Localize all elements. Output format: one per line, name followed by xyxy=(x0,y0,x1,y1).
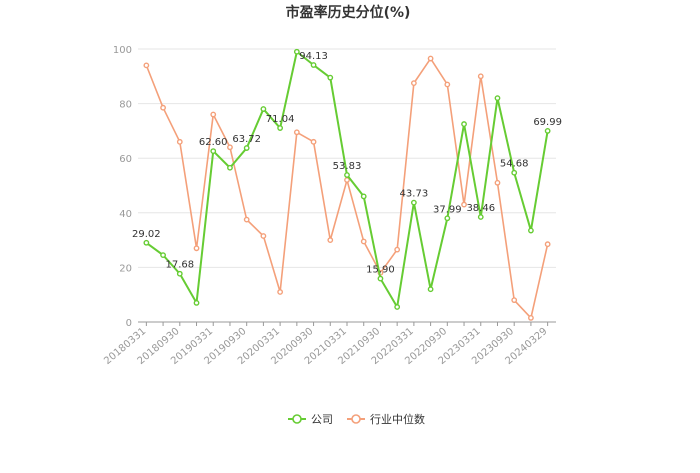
series-point[interactable] xyxy=(143,62,150,69)
y-tick-label: 40 xyxy=(119,209,132,220)
series-point[interactable] xyxy=(293,129,300,136)
data-label: 43.73 xyxy=(400,189,429,200)
series-point[interactable] xyxy=(277,289,284,295)
series-point[interactable] xyxy=(544,241,551,248)
series-point[interactable] xyxy=(410,80,417,87)
series-point[interactable] xyxy=(176,138,183,145)
series-point[interactable] xyxy=(494,95,501,102)
series-point[interactable] xyxy=(193,245,200,252)
series-point[interactable] xyxy=(310,138,317,145)
data-label: 71.04 xyxy=(266,114,295,125)
data-label: 29.02 xyxy=(132,229,161,240)
series-point[interactable] xyxy=(210,111,217,118)
series-point[interactable] xyxy=(260,106,267,112)
series-point[interactable] xyxy=(444,81,451,88)
series-point[interactable] xyxy=(394,304,401,310)
series-point[interactable] xyxy=(461,201,467,208)
series-point[interactable] xyxy=(477,73,484,80)
y-tick-label: 20 xyxy=(119,263,132,274)
legend-item-0[interactable]: 公司 xyxy=(288,413,333,426)
series-point[interactable] xyxy=(360,193,367,200)
series-point[interactable] xyxy=(160,104,166,111)
data-label: 94.13 xyxy=(299,51,328,62)
series-point[interactable] xyxy=(260,233,267,239)
series-1 xyxy=(143,55,551,321)
series-point[interactable] xyxy=(277,125,284,131)
series-0 xyxy=(143,48,551,310)
data-label: 69.99 xyxy=(533,117,562,128)
series-point[interactable] xyxy=(394,246,401,253)
series-point[interactable] xyxy=(327,74,334,81)
data-label: 17.68 xyxy=(165,260,194,271)
legend-label: 行业中位数 xyxy=(370,412,425,426)
y-tick-label: 0 xyxy=(126,318,132,329)
series-point[interactable] xyxy=(160,252,166,259)
series-point[interactable] xyxy=(360,238,367,245)
series-point[interactable] xyxy=(243,216,250,223)
series-point[interactable] xyxy=(511,297,518,304)
series-point[interactable] xyxy=(227,164,233,171)
series-point[interactable] xyxy=(410,199,417,206)
series-point[interactable] xyxy=(327,237,334,244)
data-label: 54.68 xyxy=(500,159,529,170)
series-point[interactable] xyxy=(227,144,233,151)
series-point[interactable] xyxy=(528,315,534,321)
legend-label: 公司 xyxy=(311,413,333,426)
series-point[interactable] xyxy=(444,215,451,222)
series-point[interactable] xyxy=(461,121,467,127)
legend[interactable]: 公司 行业中位数 xyxy=(288,412,425,426)
series-point[interactable] xyxy=(477,214,484,220)
series-point[interactable] xyxy=(377,275,384,282)
series-point[interactable] xyxy=(344,172,350,178)
series-layer xyxy=(143,48,551,321)
data-label: 53.83 xyxy=(333,161,362,172)
series-point[interactable] xyxy=(528,227,534,234)
series-point[interactable] xyxy=(511,169,518,176)
series-point[interactable] xyxy=(143,239,150,246)
data-label: 37.99 xyxy=(433,204,462,215)
series-point[interactable] xyxy=(427,55,434,62)
series-point[interactable] xyxy=(494,179,501,186)
series-point[interactable] xyxy=(193,299,200,306)
y-tick-label: 80 xyxy=(119,100,132,111)
chart-title: 市盈率历史分位(%) xyxy=(286,4,411,21)
data-label: 38.46 xyxy=(466,203,495,214)
y-tick-label: 100 xyxy=(113,45,132,56)
series-point[interactable] xyxy=(310,62,317,68)
y-axis-ticks: 0 20 40 60 80 100 xyxy=(113,45,132,329)
series-point[interactable] xyxy=(210,148,217,155)
series-point[interactable] xyxy=(427,286,434,293)
x-axis: 2018033120180930201903312019093020200331… xyxy=(102,321,556,367)
series-line xyxy=(145,57,549,319)
series-point[interactable] xyxy=(243,145,250,151)
data-label: 15.90 xyxy=(366,265,395,276)
data-label: 62.60 xyxy=(199,137,228,148)
data-label: 63.72 xyxy=(232,134,261,145)
legend-marker xyxy=(351,414,361,424)
legend-marker xyxy=(292,414,302,424)
series-point[interactable] xyxy=(176,270,183,277)
data-labels: 29.02 17.68 62.60 63.72 71.04 94.13 53.83 15.90… xyxy=(132,51,562,276)
legend-item-1[interactable]: 行业中位数 xyxy=(347,412,425,426)
y-tick-label: 60 xyxy=(119,154,132,165)
series-point[interactable] xyxy=(544,128,551,134)
series-point[interactable] xyxy=(293,48,300,55)
